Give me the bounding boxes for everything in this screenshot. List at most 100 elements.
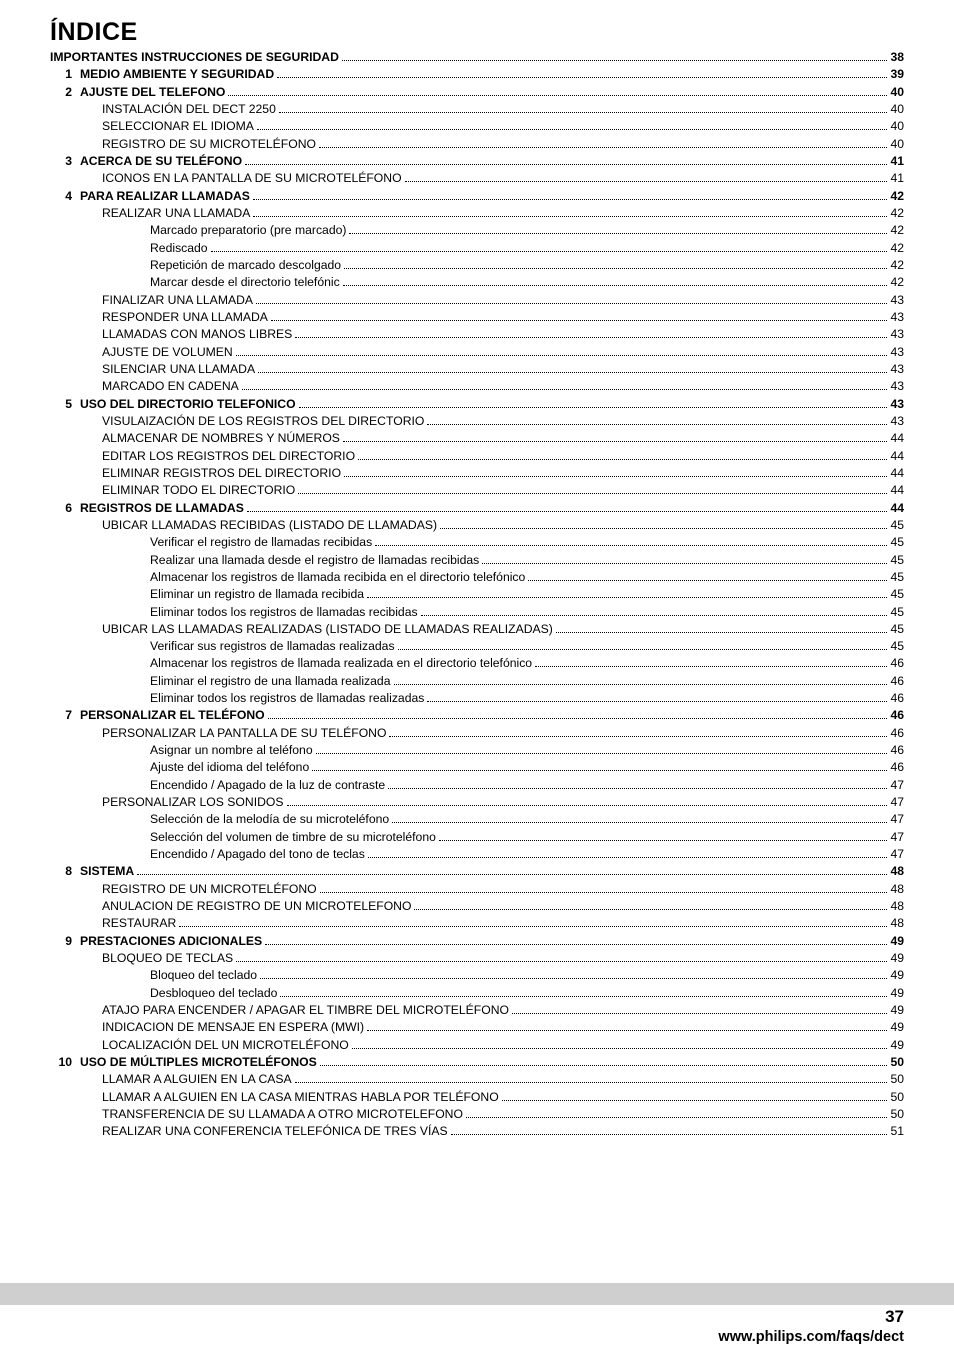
toc-leader bbox=[451, 1126, 888, 1136]
toc-label: Bloqueo del teclado bbox=[150, 967, 257, 984]
toc-row: Eliminar un registro de llamada recibida… bbox=[50, 586, 904, 603]
toc-leader bbox=[394, 675, 888, 685]
toc-label: FINALIZAR UNA LLAMADA bbox=[102, 292, 253, 309]
toc-leader bbox=[280, 987, 887, 997]
toc-page: 45 bbox=[890, 621, 904, 638]
toc-label: REALIZAR UNA LLAMADA bbox=[102, 205, 250, 222]
toc-leader bbox=[268, 710, 888, 720]
toc-row: Realizar una llamada desde el registro d… bbox=[50, 552, 904, 569]
toc-page: 48 bbox=[890, 863, 904, 880]
toc-label: RESTAURAR bbox=[102, 915, 176, 932]
toc-leader bbox=[392, 814, 887, 824]
toc-number: 6 bbox=[50, 500, 72, 517]
toc-leader bbox=[316, 745, 888, 755]
toc-row: ELIMINAR TODO EL DIRECTORIO44 bbox=[50, 482, 904, 499]
toc-row: 2AJUSTE DEL TELEFONO40 bbox=[50, 84, 904, 101]
toc-row: LLAMADAS CON MANOS LIBRES43 bbox=[50, 326, 904, 343]
toc-page: 51 bbox=[890, 1123, 904, 1140]
toc-row: VISULAIZACIÓN DE LOS REGISTROS DEL DIREC… bbox=[50, 413, 904, 430]
toc-leader bbox=[279, 103, 888, 113]
toc-leader bbox=[367, 589, 887, 599]
toc-page: 45 bbox=[890, 552, 904, 569]
toc-page: 42 bbox=[890, 240, 904, 257]
toc-label: LLAMAR A ALGUIEN EN LA CASA MIENTRAS HAB… bbox=[102, 1089, 499, 1106]
toc-page: 45 bbox=[890, 569, 904, 586]
footer-url: www.philips.com/faqs/dect bbox=[718, 1329, 904, 1345]
toc-number: 9 bbox=[50, 933, 72, 950]
toc-page: 48 bbox=[890, 881, 904, 898]
toc-leader bbox=[299, 398, 888, 408]
toc-label: Eliminar todos los registros de llamadas… bbox=[150, 690, 424, 707]
toc-leader bbox=[258, 363, 887, 373]
toc-label: MEDIO AMBIENTE Y SEGURIDAD bbox=[80, 66, 274, 83]
toc-label: LLAMADAS CON MANOS LIBRES bbox=[102, 326, 292, 343]
toc-row: LLAMAR A ALGUIEN EN LA CASA MIENTRAS HAB… bbox=[50, 1089, 904, 1106]
toc-row: Verificar sus registros de llamadas real… bbox=[50, 638, 904, 655]
toc-leader bbox=[228, 86, 887, 96]
toc-leader bbox=[211, 242, 888, 252]
toc-label: PERSONALIZAR LOS SONIDOS bbox=[102, 794, 284, 811]
toc-row: REALIZAR UNA CONFERENCIA TELEFÓNICA DE T… bbox=[50, 1123, 904, 1140]
toc-row: LLAMAR A ALGUIEN EN LA CASA50 bbox=[50, 1071, 904, 1088]
toc-number: 10 bbox=[50, 1054, 72, 1071]
toc-row: Verificar el registro de llamadas recibi… bbox=[50, 534, 904, 551]
toc-page: 45 bbox=[890, 517, 904, 534]
toc-page: 49 bbox=[890, 985, 904, 1002]
toc-page: 41 bbox=[890, 170, 904, 187]
toc-leader bbox=[528, 571, 887, 581]
toc-leader bbox=[389, 727, 887, 737]
toc-row: ALMACENAR DE NOMBRES Y NÚMEROS44 bbox=[50, 430, 904, 447]
toc-page: 49 bbox=[890, 1002, 904, 1019]
toc-page: 43 bbox=[890, 378, 904, 395]
toc-page: 47 bbox=[890, 829, 904, 846]
toc-row: RESTAURAR 48 bbox=[50, 915, 904, 932]
toc-row: Eliminar todos los registros de llamadas… bbox=[50, 604, 904, 621]
toc-page: 50 bbox=[890, 1089, 904, 1106]
toc-page: 48 bbox=[890, 915, 904, 932]
toc-page: 45 bbox=[890, 638, 904, 655]
toc-leader bbox=[312, 762, 887, 772]
toc-row: FINALIZAR UNA LLAMADA 43 bbox=[50, 292, 904, 309]
toc-row: Ajuste del idioma del teléfono46 bbox=[50, 759, 904, 776]
toc-page: 38 bbox=[890, 49, 904, 66]
toc-label: Marcar desde el directorio telefónic bbox=[150, 274, 340, 291]
toc-label: MARCADO EN CADENA bbox=[102, 378, 239, 395]
toc-label: Almacenar los registros de llamada reali… bbox=[150, 655, 532, 672]
toc-row: 10 USO DE MÚLTIPLES MICROTELÉFONOS 50 bbox=[50, 1054, 904, 1071]
toc-leader bbox=[265, 935, 887, 945]
toc-row: Almacenar los registros de llamada reali… bbox=[50, 655, 904, 672]
toc-leader bbox=[556, 623, 888, 633]
document-page: ÍNDICE IMPORTANTES INSTRUCCIONES DE SEGU… bbox=[0, 0, 954, 1355]
toc-label: RESPONDER UNA LLAMADA bbox=[102, 309, 268, 326]
toc-page: 46 bbox=[890, 690, 904, 707]
toc-row: Encendido / Apagado de la luz de contras… bbox=[50, 777, 904, 794]
toc-row: MARCADO EN CADENA 43 bbox=[50, 378, 904, 395]
toc-row: ANULACION DE REGISTRO DE UN MICROTELEFON… bbox=[50, 898, 904, 915]
toc-label: UBICAR LLAMADAS RECIBIDAS (LISTADO DE LL… bbox=[102, 517, 437, 534]
toc-page: 50 bbox=[890, 1054, 904, 1071]
toc-label: ANULACION DE REGISTRO DE UN MICROTELEFON… bbox=[102, 898, 411, 915]
toc-row: UBICAR LLAMADAS RECIBIDAS (LISTADO DE LL… bbox=[50, 517, 904, 534]
toc-leader bbox=[343, 277, 888, 287]
toc-label: LOCALIZACIÓN DEL UN MICROTELÉFONO bbox=[102, 1037, 349, 1054]
toc-leader bbox=[257, 121, 888, 131]
toc-page: 50 bbox=[890, 1106, 904, 1123]
toc-leader bbox=[137, 866, 887, 876]
toc-label: Eliminar todos los registros de llamadas… bbox=[150, 604, 418, 621]
toc-label: PERSONALIZAR LA PANTALLA DE SU TELÉFONO bbox=[102, 725, 386, 742]
toc-label: ATAJO PARA ENCENDER / APAGAR EL TIMBRE D… bbox=[102, 1002, 509, 1019]
toc-leader bbox=[179, 918, 887, 928]
toc-leader bbox=[427, 693, 887, 703]
toc-label: UBICAR LAS LLAMADAS REALIZADAS (LISTADO … bbox=[102, 621, 553, 638]
toc-row: SELECCIONAR EL IDIOMA40 bbox=[50, 118, 904, 135]
toc-row: ELIMINAR REGISTROS DEL DIRECTORIO44 bbox=[50, 465, 904, 482]
toc-leader bbox=[242, 381, 888, 391]
toc-row: EDITAR LOS REGISTROS DEL DIRECTORIO44 bbox=[50, 448, 904, 465]
toc-leader bbox=[287, 797, 888, 807]
toc-page: 43 bbox=[890, 413, 904, 430]
toc-label: USO DE MÚLTIPLES MICROTELÉFONOS bbox=[80, 1054, 317, 1071]
toc-label: AJUSTE DE VOLUMEN bbox=[102, 344, 233, 361]
toc-page: 49 bbox=[890, 950, 904, 967]
toc-label: Encendido / Apagado del tono de teclas bbox=[150, 846, 365, 863]
toc-page: 43 bbox=[890, 292, 904, 309]
